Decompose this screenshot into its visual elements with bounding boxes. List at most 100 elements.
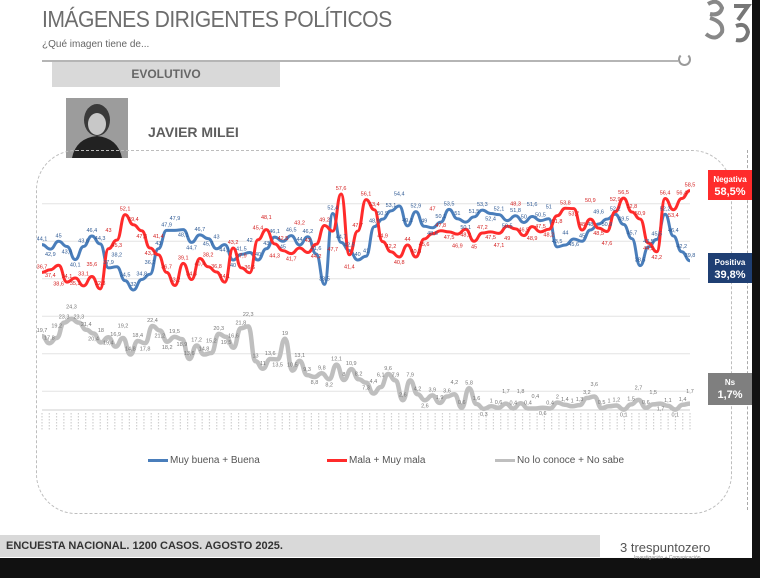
data-label: 14,8 <box>125 347 136 353</box>
data-label: 43,6 <box>78 239 89 245</box>
data-label: 52,4 <box>327 206 338 212</box>
data-label: 39,8 <box>685 253 696 259</box>
data-label: 1,5 <box>649 390 657 396</box>
legend-label: Mala + Muy mala <box>349 455 426 466</box>
data-label: 47,7 <box>352 223 363 229</box>
data-label: 50,9 <box>585 198 596 204</box>
data-label: 57,6 <box>336 186 347 192</box>
data-label: 53,1 <box>386 203 397 209</box>
data-label: 1,7 <box>686 389 694 395</box>
data-label: 0,3 <box>480 412 488 418</box>
data-label: 42,5 <box>344 243 355 249</box>
data-label: 48,1 <box>178 233 189 239</box>
data-label: 2,6 <box>399 392 407 398</box>
data-label: 32 <box>130 282 136 288</box>
data-label: 9,3 <box>303 367 311 373</box>
data-label: 46,9 <box>452 244 463 250</box>
data-label: 44,3 <box>95 236 106 242</box>
legend-label: No lo conoce + No sabe <box>517 455 625 466</box>
data-label: 9,6 <box>384 366 392 372</box>
data-label: 48,6 <box>427 231 438 237</box>
data-label: 54,4 <box>394 192 405 198</box>
data-label: 48,9 <box>369 219 380 225</box>
data-label: 53,4 <box>369 202 380 208</box>
data-label: 7,9 <box>406 372 414 378</box>
data-label: 44 <box>404 237 410 243</box>
data-label: 53,5 <box>444 201 455 207</box>
data-label: 22,3 <box>243 312 254 318</box>
data-label: 33,1 <box>78 271 89 277</box>
legend-item-ns: No lo conoce + No sabe <box>495 455 624 466</box>
data-label: 47,8 <box>136 234 147 240</box>
data-label: 11 <box>260 361 266 367</box>
data-label: 13,5 <box>272 362 283 368</box>
data-label: 1,4 <box>561 397 569 403</box>
data-label: 47,7 <box>327 247 338 253</box>
positiva-label: Positiva <box>714 258 746 267</box>
data-label: 41,6 <box>311 246 322 252</box>
data-label: 44,7 <box>336 234 347 240</box>
data-label: 13,6 <box>265 351 276 357</box>
series-line-2 <box>41 316 691 412</box>
data-label: 35,2 <box>70 281 81 287</box>
data-label: 43,5 <box>552 239 563 245</box>
data-label: 56,1 <box>361 192 372 198</box>
data-label: 50,1 <box>435 214 446 220</box>
data-label: 58,5 <box>685 183 696 189</box>
data-label: 19,2 <box>118 324 129 330</box>
data-label: 43,2 <box>294 221 305 227</box>
data-label: 42,5 <box>278 236 289 242</box>
data-label: 48,9 <box>527 236 538 242</box>
data-label: 38,2 <box>203 252 214 258</box>
data-label: 18,2 <box>162 345 173 351</box>
data-label: 19,2 <box>51 324 62 330</box>
data-label: 6,1 <box>377 373 385 379</box>
data-label: 43,2 <box>228 240 239 246</box>
data-label: 46,4 <box>86 228 97 234</box>
data-label: 44,9 <box>377 234 388 240</box>
data-label: 0,4 <box>524 401 532 407</box>
data-label: 19,7 <box>37 328 48 334</box>
badge-guide-line <box>747 150 748 510</box>
data-label: 51,6 <box>527 202 538 208</box>
header-divider <box>42 60 678 62</box>
data-label: 2 <box>556 395 559 401</box>
ns-label: Ns <box>724 378 736 387</box>
data-label: 50,5 <box>502 224 513 230</box>
data-label: 0,6 <box>642 400 650 406</box>
data-label: 44,2 <box>311 254 322 260</box>
data-label: 45 <box>579 233 585 239</box>
data-label: 52,9 <box>610 197 621 203</box>
data-label: 45,6 <box>568 242 579 248</box>
brand-tagline: Investigación + Comunicación <box>634 555 701 561</box>
data-label: 3,6 <box>590 382 598 388</box>
data-label: 40,1 <box>70 263 81 269</box>
data-label: 0,5 <box>598 400 606 406</box>
brand-3-icon: 3 <box>620 540 628 555</box>
data-label: 48,2 <box>460 232 471 238</box>
series-line-0 <box>41 204 691 292</box>
data-label: 45 <box>471 244 477 250</box>
data-label: 7,3 <box>362 386 370 392</box>
data-label: 45,7 <box>203 242 214 248</box>
data-label: 45,6 <box>419 242 430 248</box>
legend-swatch <box>495 459 515 462</box>
data-label: 45 <box>56 233 62 239</box>
data-label: 15,2 <box>206 339 217 345</box>
data-label: 49,4 <box>128 217 139 223</box>
data-label: 43,6 <box>62 250 73 256</box>
data-label: 18 <box>98 328 104 334</box>
data-label: 43 <box>105 228 111 234</box>
data-label: 44 <box>296 237 302 243</box>
data-label: 23,3 <box>59 315 70 321</box>
series-line-1 <box>41 189 691 291</box>
data-label: 43,2 <box>145 251 156 257</box>
data-label: 46,5 <box>286 228 297 234</box>
data-label: 45,5 <box>651 231 662 237</box>
data-label: 34,1 <box>62 274 73 280</box>
positiva-value: 39,8% <box>714 269 746 281</box>
data-label: 7,9 <box>392 372 400 378</box>
data-label: 47,6 <box>602 241 613 247</box>
data-label: 56,5 <box>618 190 629 196</box>
data-label: 49 <box>504 236 510 242</box>
